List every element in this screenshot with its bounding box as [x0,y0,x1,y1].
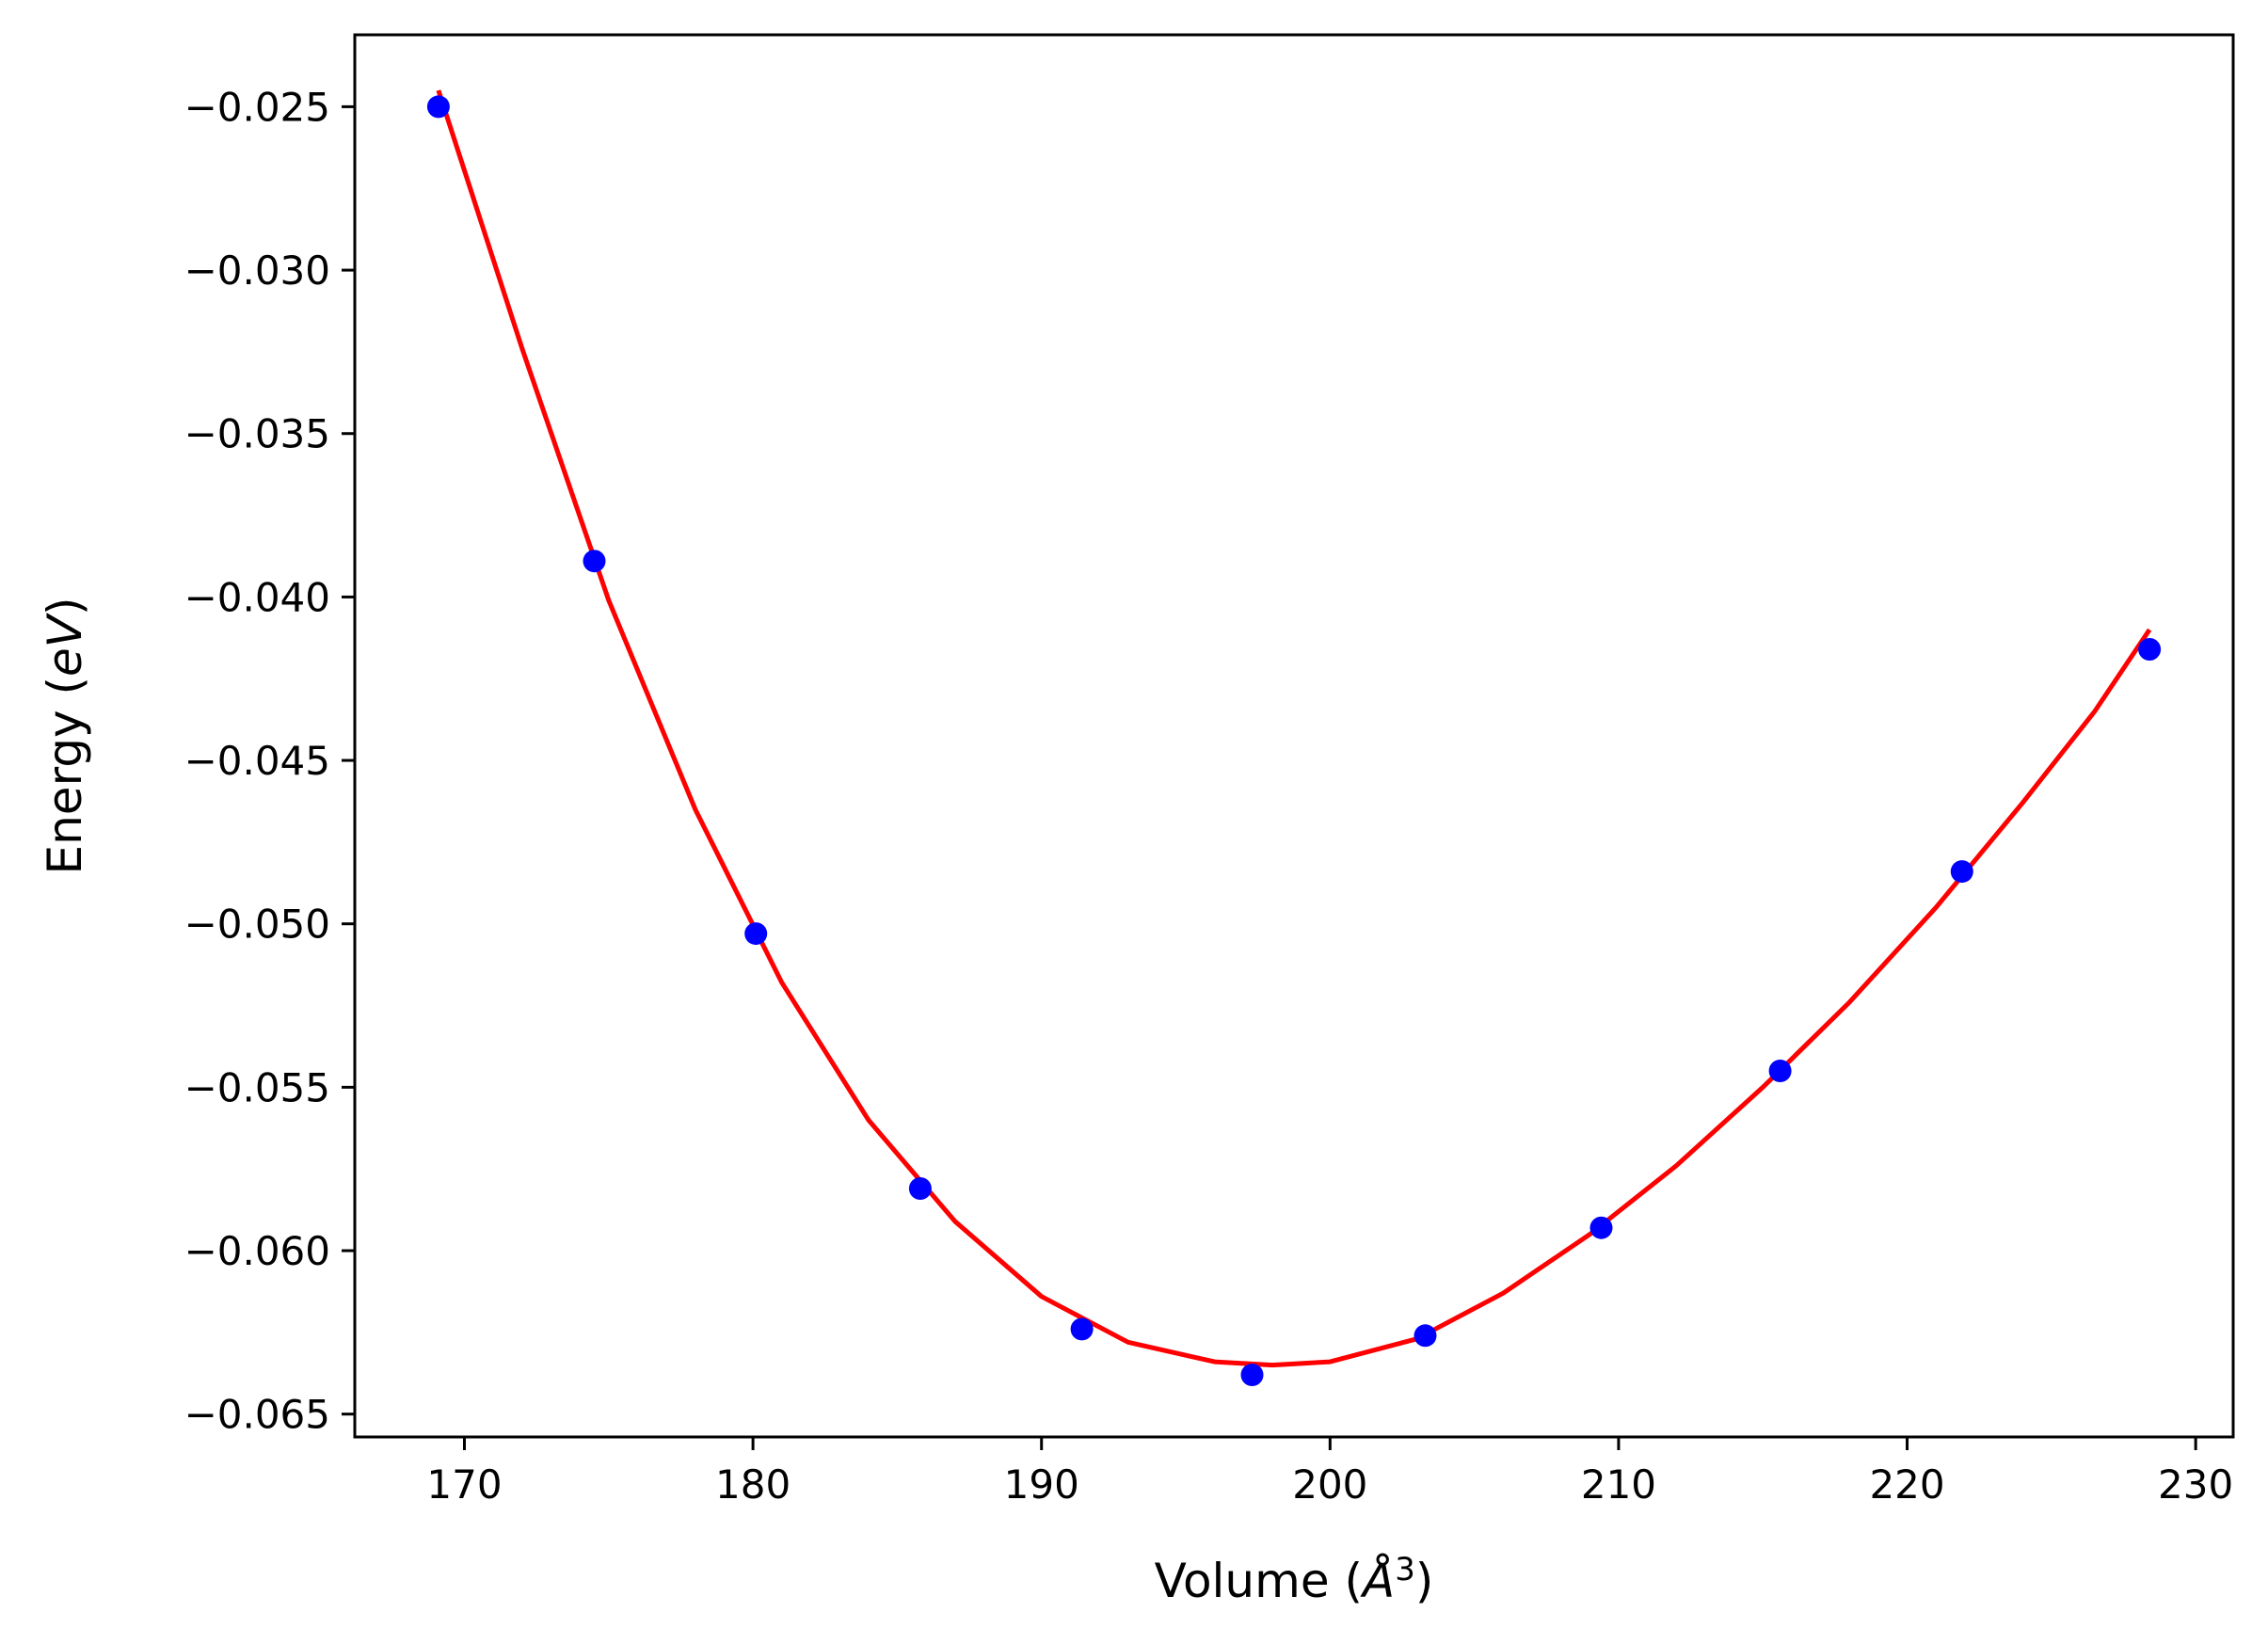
plot-area [426,89,2162,1386]
x-tick-label: 180 [715,1461,791,1508]
data-point [1768,1060,1792,1082]
data-point [1414,1324,1437,1348]
y-tick-label: −0.025 [184,84,330,130]
y-tick-label: −0.065 [184,1392,330,1438]
data-point [744,922,768,946]
data-point [1589,1216,1613,1239]
data-point [2138,638,2162,661]
y-tick-label: −0.040 [184,574,330,620]
x-axis-ticks: 170 180 190 200 210 220 230 [426,1437,2233,1508]
data-point [1950,860,1973,884]
x-tick-label: 210 [1581,1461,1656,1508]
x-tick-label: 220 [1869,1461,1944,1508]
y-axis-ticks: −0.025 −0.030 −0.035 −0.040 −0.045 −0.050 −0.0… [184,84,355,1438]
y-tick-label: −0.050 [184,902,330,948]
y-tick-label: −0.035 [184,411,330,457]
data-point [1240,1364,1264,1386]
axes-frame [353,33,2235,1439]
x-tick-label: 190 [1004,1461,1079,1508]
x-tick-label: 170 [426,1461,502,1508]
data-point [426,95,450,119]
data-point [1070,1317,1094,1341]
y-tick-label: −0.030 [184,247,330,294]
data-point [583,550,606,573]
y-tick-label: −0.055 [184,1064,330,1110]
y-axis-label: Energy (eV) [38,598,92,875]
x-axis-label: Volume (Å3) [1155,1551,1434,1608]
y-tick-label: −0.060 [184,1228,330,1274]
x-tick-label: 230 [2158,1461,2233,1508]
fit-curve-line [436,89,2152,1368]
data-point [908,1177,932,1200]
x-tick-label: 200 [1292,1461,1367,1508]
y-tick-label: −0.045 [184,738,330,784]
